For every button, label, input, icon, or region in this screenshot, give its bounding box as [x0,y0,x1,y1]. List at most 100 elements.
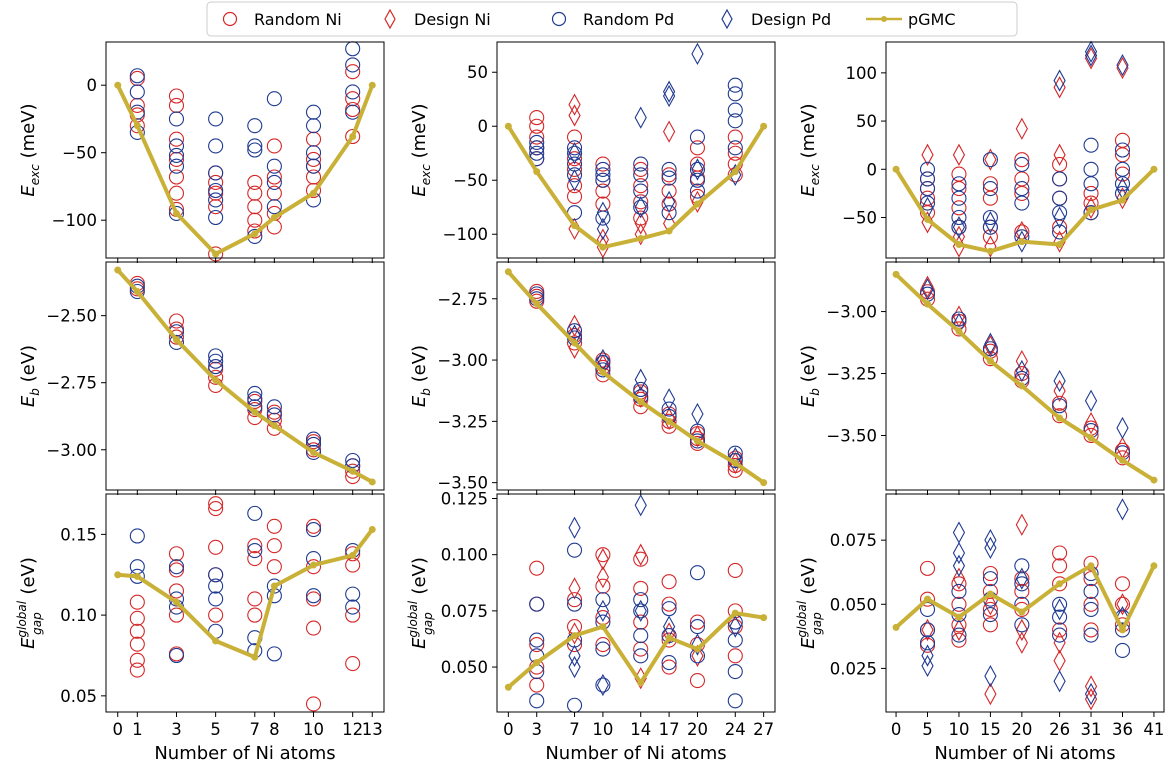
data-point [662,80,676,103]
data-point [689,672,706,689]
data-point [986,590,994,598]
data-point [951,181,967,197]
data-point [595,210,611,226]
data-point [571,339,579,347]
y-tick-label: −3.25 [826,365,877,384]
data-point [661,574,677,590]
y-tick-label: 0 [87,76,98,95]
data-point [637,679,645,687]
data-point [1052,558,1068,574]
data-point [345,557,361,573]
data-point [168,334,185,351]
data-point [568,622,581,645]
data-point [266,158,282,174]
data-point [168,607,185,623]
data-point [1084,675,1098,698]
data-point [529,134,545,150]
data-point [1014,152,1030,168]
data-point [1015,359,1028,383]
data-point [1083,583,1099,600]
y-tick-label: 0.15 [60,525,97,544]
data-point [1052,205,1068,221]
data-point [1118,626,1126,634]
series [114,526,376,661]
data-point [661,596,677,612]
data-point [919,161,936,177]
data-point [529,129,545,145]
subplot: 100 50 0 −50 Eexc (meV) [798,40,1165,263]
data-point [1084,196,1098,219]
x-tick-label: 7 [250,720,261,739]
data-point [955,327,963,335]
y-tick-label: 0 [867,160,878,179]
data-point [924,215,932,223]
data-point [952,143,966,166]
data-point [633,603,649,619]
data-point [529,140,545,156]
series [568,324,742,470]
data-point [129,68,145,84]
data-point [305,518,322,534]
y-axis-label: Eexc (meV) [409,103,433,196]
data-point [566,151,583,167]
x-tick-label: 14 [630,720,651,739]
data-point [662,84,676,108]
data-point [1014,617,1030,633]
data-point [566,188,583,204]
data-point [1084,411,1098,435]
y-tick-label: 0 [478,117,489,136]
data-point [1052,596,1068,612]
data-point [633,551,649,567]
data-point [727,167,743,183]
y-axis-label: Eglobalgap (eV) [406,557,435,649]
data-point [168,131,185,147]
plot-frame [885,41,1165,259]
pgmc-line [894,167,1156,254]
legend-entry: Random Pd [551,10,674,29]
data-point [665,227,673,235]
data-point [504,268,512,276]
data-point [951,200,967,216]
data-point [208,192,224,208]
data-point [921,618,934,642]
data-point [1056,241,1064,248]
data-point [566,592,583,608]
data-point [566,178,583,194]
data-point [691,402,704,426]
legend-entry: Design Pd [721,8,831,30]
data-point [982,583,998,600]
x-tick-label: 26 [1049,720,1070,739]
y-tick-label: −50 [842,209,877,228]
series [504,268,768,487]
y-tick-label: 100 [846,64,878,83]
data-point [1052,576,1068,592]
subplot: 0.125 0.100 0.075 0.050 0 3 7 10 14 17 20 24 27 Numbe… [406,489,776,764]
data-point [1056,414,1064,422]
y-axis-label: Eexc (meV) [798,103,822,196]
data-point [727,562,743,578]
data-point [1087,434,1095,442]
data-point [982,152,998,168]
y-tick-label: −2.50 [46,307,97,326]
data-point [168,158,185,174]
data-point [1052,398,1068,414]
data-point [270,422,278,430]
data-point [1053,143,1066,166]
y-tick-label: 0.050 [830,595,877,614]
y-tick-label: −100 [443,225,488,244]
data-point [919,591,936,607]
series [114,266,376,486]
data-point [693,437,701,445]
y-tick-label: −3.00 [437,351,488,370]
data-point [1114,166,1131,182]
data-point [919,635,936,651]
y-tick-label: −3.50 [826,426,877,445]
legend-label: Random Ni [254,10,342,29]
data-point [247,199,263,215]
data-point [633,614,649,630]
data-point [208,353,224,369]
data-point [919,195,936,211]
y-tick-label: 0.100 [441,546,488,565]
